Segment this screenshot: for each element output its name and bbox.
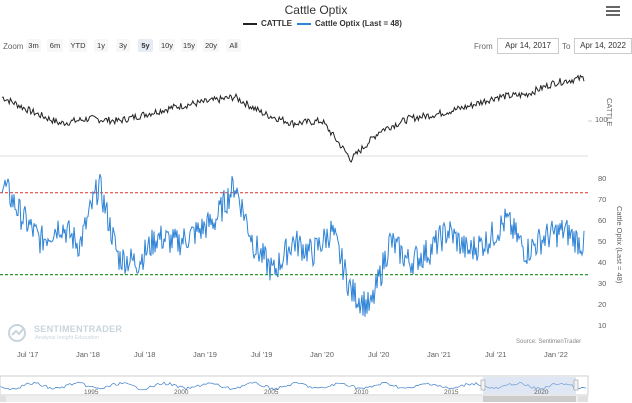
from-date-input[interactable]: Apr 14, 2017	[497, 38, 559, 54]
lower-y-tick-60: 60	[598, 216, 607, 225]
nav-tick-2010: 2010	[354, 389, 369, 396]
lower-y-tick-50: 50	[598, 237, 607, 246]
navigator-handle-right[interactable]	[573, 379, 579, 391]
from-label: From	[474, 42, 493, 51]
scrollbar-arrow-left[interactable]	[0, 396, 6, 402]
watermark-tagline: Analysis Insight Education	[35, 335, 100, 341]
lower-y-axis-title: Cattle Optix (Last = 48)	[615, 206, 624, 284]
navigator-handle-left[interactable]	[480, 379, 486, 391]
zoom-button-15y[interactable]: 15y	[181, 39, 197, 52]
navigator-selection[interactable]	[483, 377, 576, 394]
x-tick-jul-18: Jul '18	[134, 350, 156, 359]
lower-y-tick-80: 80	[598, 174, 607, 183]
nav-tick-2000: 2000	[174, 389, 189, 396]
scrollbar-arrow-right[interactable]	[578, 396, 588, 402]
lower-y-tick-10: 10	[598, 321, 607, 330]
nav-tick-1995: 1995	[84, 389, 99, 396]
x-tick-jan-22: Jan '22	[544, 350, 568, 359]
x-tick-jul-17: Jul '17	[17, 350, 39, 359]
upper-y-tick-100: 100	[595, 115, 608, 124]
optix-indicator-plot	[0, 173, 588, 317]
zoom-button-ytd[interactable]: YTD	[69, 39, 87, 52]
hamburger-menu-icon[interactable]	[606, 4, 620, 18]
legend-item-optix[interactable]: Cattle Optix (Last = 48)	[297, 19, 402, 28]
legend-item-cattle[interactable]: CATTLE	[243, 19, 292, 28]
x-tick-jul-19: Jul '19	[251, 350, 273, 359]
x-tick-jul-20: Jul '20	[368, 350, 390, 359]
nav-tick-2005: 2005	[264, 389, 279, 396]
lower-y-tick-40: 40	[598, 258, 607, 267]
lower-y-tick-30: 30	[598, 279, 607, 288]
lower-y-tick-20: 20	[598, 300, 607, 309]
zoom-button-20y[interactable]: 20y	[203, 39, 219, 52]
zoom-button-all[interactable]: All	[226, 39, 241, 52]
zoom-button-3y[interactable]: 3y	[116, 39, 130, 52]
cattle-price-plot	[1, 74, 592, 163]
navigator-scrollbar[interactable]	[0, 396, 588, 402]
zoom-button-5y[interactable]: 5y	[138, 39, 153, 52]
zoom-button-3m[interactable]: 3m	[26, 39, 41, 52]
legend-label-optix: Cattle Optix (Last = 48)	[315, 19, 402, 28]
navigator-frame	[0, 375, 589, 396]
legend-label-cattle: CATTLE	[261, 19, 292, 28]
nav-tick-2015: 2015	[444, 389, 459, 396]
x-tick-jul-21: Jul '21	[485, 350, 507, 359]
navigator-plot	[0, 381, 587, 391]
nav-tick-2020: 2020	[534, 389, 549, 396]
legend-swatch-optix	[297, 22, 311, 25]
x-tick-jan-20: Jan '20	[310, 350, 334, 359]
chart-title: Cattle Optix	[284, 3, 348, 17]
navigator-series-line	[0, 381, 587, 391]
watermark-brand: SENTIMENTRADER	[34, 324, 123, 334]
optix-series-line	[1, 173, 585, 317]
zoom-button-1y[interactable]: 1y	[94, 39, 108, 52]
upper-y-axis-title: CATTLE	[605, 98, 614, 127]
legend-swatch-cattle	[243, 22, 257, 25]
navigator-scrollbar-thumb[interactable]	[483, 396, 576, 402]
source-note: Source: SentimenTrader	[516, 339, 582, 345]
zoom-label: Zoom	[3, 42, 24, 51]
cattle-series-line	[1, 74, 585, 163]
zoom-button-6m[interactable]: 6m	[47, 39, 63, 52]
x-tick-jan-18: Jan '18	[76, 350, 100, 359]
to-label: To	[562, 42, 571, 51]
lower-y-tick-70: 70	[598, 195, 607, 204]
zoom-button-10y[interactable]: 10y	[159, 39, 175, 52]
x-tick-jan-19: Jan '19	[193, 350, 217, 359]
sentimentrader-logo-icon	[6, 322, 32, 344]
x-tick-jan-21: Jan '21	[427, 350, 451, 359]
